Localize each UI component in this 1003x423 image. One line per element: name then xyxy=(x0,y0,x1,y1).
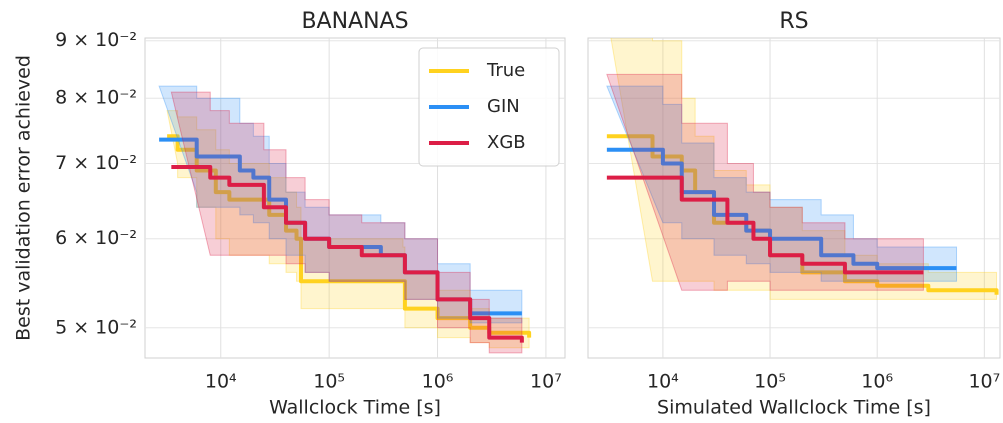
legend-label: True xyxy=(486,60,525,81)
legend-label: GIN xyxy=(487,96,520,117)
legend xyxy=(418,47,560,167)
line xyxy=(171,164,524,343)
legend-label: XGB xyxy=(487,132,526,153)
x-tick-label: 10⁴ xyxy=(647,371,679,393)
x-axis-label: Simulated Wallclock Time [s] xyxy=(657,397,931,419)
chart-title: BANANAS xyxy=(301,9,408,34)
x-tick-label: 10⁷ xyxy=(530,371,562,393)
x-tick-label: 10⁴ xyxy=(205,371,237,393)
y-axis-label: Best validation error achieved xyxy=(13,55,35,341)
error-band xyxy=(606,73,924,291)
x-axis-label: Wallclock Time [s] xyxy=(269,397,441,419)
plot-area xyxy=(587,37,1001,359)
line xyxy=(606,175,924,275)
chart-title: RS xyxy=(779,9,808,34)
y-tick-label: 5 × 10⁻² xyxy=(55,316,137,338)
plot-layer xyxy=(606,38,999,300)
error-band xyxy=(158,85,523,324)
line xyxy=(167,134,532,338)
x-tick-label: 10⁶ xyxy=(861,371,893,393)
y-tick-label: 8 × 10⁻² xyxy=(55,87,137,109)
plot-layer xyxy=(158,85,532,354)
error-band xyxy=(166,110,530,349)
y-tick-label: 7 × 10⁻² xyxy=(55,152,137,174)
line xyxy=(606,147,957,271)
x-tick-label: 10⁶ xyxy=(422,371,454,393)
x-tick-label: 10⁷ xyxy=(968,371,1000,393)
y-tick-label: 6 × 10⁻² xyxy=(55,227,137,249)
y-tick-label: 9 × 10⁻² xyxy=(55,29,137,51)
x-tick-label: 10⁵ xyxy=(754,371,786,393)
error-band xyxy=(606,85,958,282)
x-tick-label: 10⁵ xyxy=(313,371,345,393)
